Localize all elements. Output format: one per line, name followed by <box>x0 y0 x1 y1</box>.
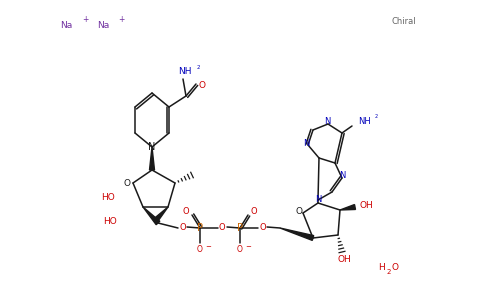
Text: P: P <box>197 223 203 233</box>
Text: −: − <box>205 244 211 250</box>
Text: O: O <box>251 208 257 217</box>
Text: H: H <box>378 263 385 272</box>
Text: Na: Na <box>97 20 109 29</box>
Text: O: O <box>123 178 131 188</box>
Text: Chiral: Chiral <box>392 17 417 26</box>
Text: O: O <box>180 223 186 232</box>
Text: N: N <box>303 140 309 148</box>
Text: O: O <box>197 245 203 254</box>
Text: O: O <box>219 223 226 232</box>
Text: O: O <box>237 245 243 254</box>
Polygon shape <box>143 207 160 225</box>
Text: P: P <box>237 223 243 233</box>
Text: O: O <box>296 206 302 215</box>
Text: O: O <box>391 263 398 272</box>
Polygon shape <box>280 228 314 240</box>
Text: O: O <box>198 80 206 89</box>
Text: $_2$: $_2$ <box>374 113 378 121</box>
Text: N: N <box>148 142 156 152</box>
Text: +: + <box>118 16 124 25</box>
Text: 2: 2 <box>387 269 392 275</box>
Text: OH: OH <box>360 200 374 209</box>
Text: O: O <box>260 223 266 232</box>
Text: OH: OH <box>337 256 351 265</box>
Text: HO: HO <box>103 218 117 226</box>
Text: N: N <box>324 118 330 127</box>
Text: $_2$: $_2$ <box>196 64 201 73</box>
Text: +: + <box>82 16 89 25</box>
Text: NH: NH <box>178 68 192 76</box>
Text: −: − <box>245 244 251 250</box>
Polygon shape <box>150 147 154 170</box>
Text: HO: HO <box>101 193 115 202</box>
Polygon shape <box>153 207 168 223</box>
Text: NH: NH <box>358 118 371 127</box>
Polygon shape <box>340 205 355 210</box>
Text: N: N <box>339 172 345 181</box>
Text: Na: Na <box>60 20 72 29</box>
Text: N: N <box>315 196 321 205</box>
Text: O: O <box>182 208 189 217</box>
